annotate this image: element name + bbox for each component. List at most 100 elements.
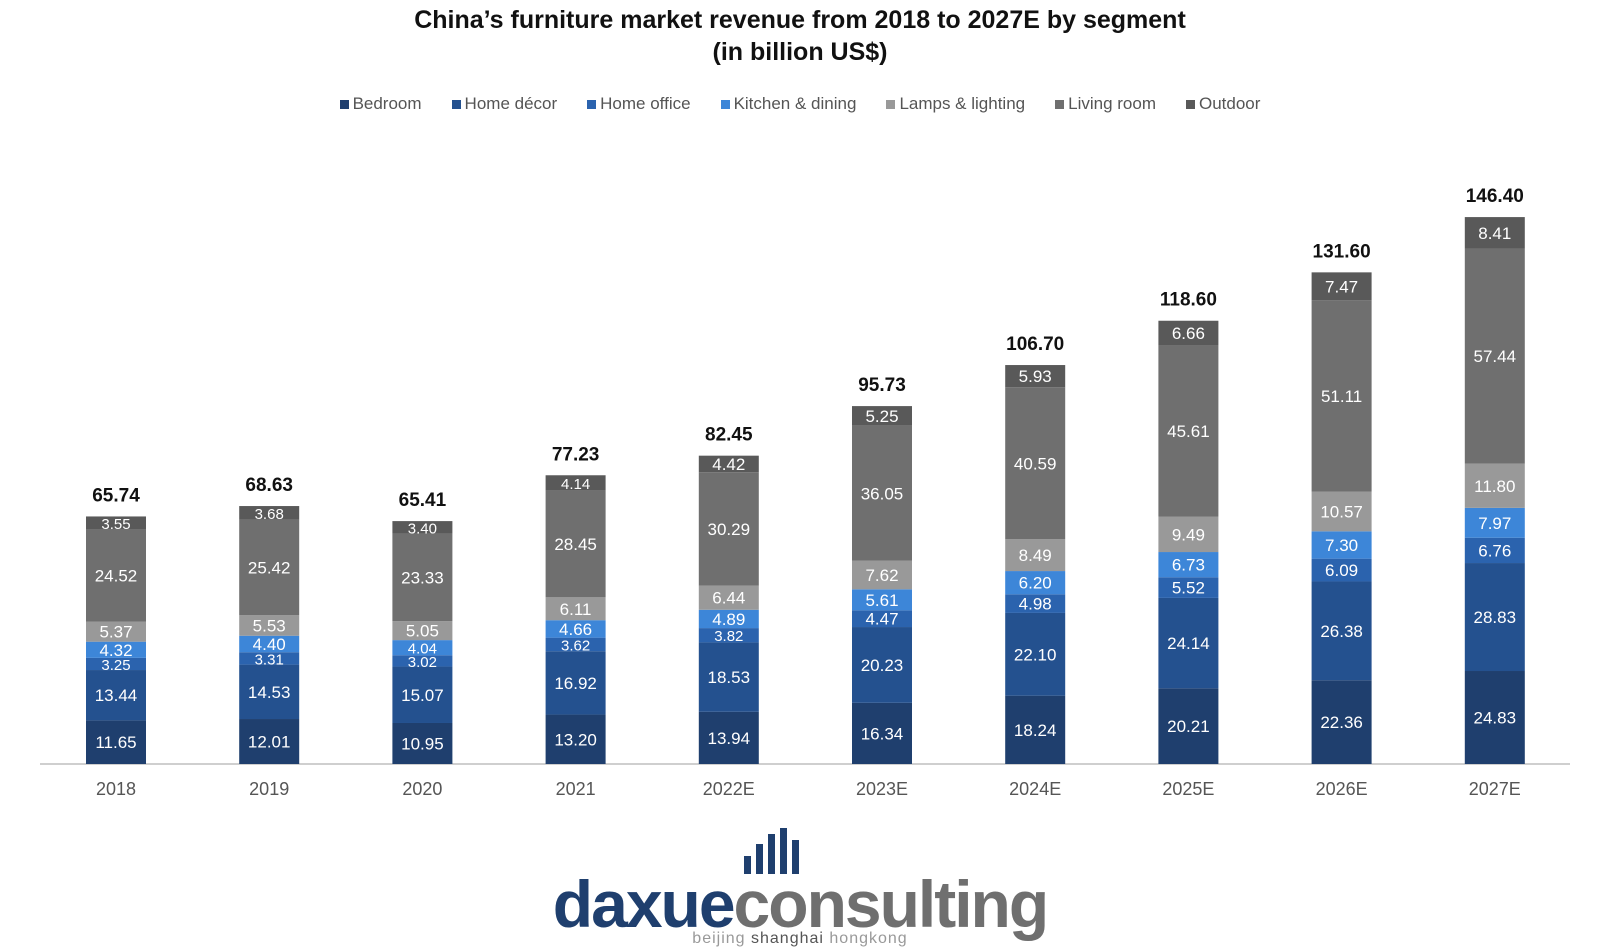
data-label: 13.94 (708, 729, 751, 748)
x-tick-label: 2020 (402, 779, 442, 799)
legend-item: Outdoor (1186, 94, 1260, 114)
data-label: 6.73 (1172, 556, 1205, 575)
legend-label: Bedroom (352, 94, 422, 113)
data-label: 6.09 (1325, 561, 1358, 580)
legend-label: Lamps & lighting (899, 94, 1026, 113)
bar-segment (1311, 558, 1372, 582)
bar-segment (852, 560, 912, 590)
daxue-consulting-logo: daxueconsulting beijing shanghai hongkon… (0, 828, 1600, 948)
bar-segment (1311, 581, 1372, 681)
data-label: 24.14 (1167, 634, 1210, 653)
bar-segment (1311, 272, 1372, 301)
bar-segment (86, 641, 146, 658)
bar-segment (392, 666, 453, 723)
logo-bars-icon (0, 828, 1600, 874)
bar-segment (1158, 552, 1219, 578)
x-tick-label: 2023E (856, 779, 908, 799)
bar-segment (1311, 531, 1372, 559)
data-label: 11.80 (1474, 477, 1515, 496)
data-label: 3.68 (255, 506, 284, 523)
total-label: 95.73 (858, 375, 906, 396)
legend-swatch (1186, 99, 1195, 109)
legend-label: Living room (1068, 94, 1156, 113)
bar-segment (239, 519, 300, 616)
bar-segment (1005, 387, 1066, 540)
bar-segment (1158, 345, 1219, 517)
data-label: 28.45 (554, 535, 597, 554)
legend-item: Lamps & lighting (886, 94, 1025, 114)
bar-segment (545, 637, 606, 652)
data-label: 22.10 (1014, 645, 1057, 664)
bar-segment (239, 635, 300, 653)
data-label: 22.36 (1320, 713, 1363, 732)
chart-title-line-1: China’s furniture market revenue from 20… (414, 6, 1186, 34)
bar-segment (698, 455, 759, 473)
bar-segment (86, 621, 146, 642)
data-label: 9.49 (1172, 525, 1205, 544)
legend-item: Home décor (451, 94, 557, 114)
data-label: 57.44 (1474, 347, 1517, 366)
data-label: 20.23 (861, 656, 904, 675)
data-label: 3.82 (714, 628, 743, 645)
bar-segment (852, 589, 912, 611)
legend-label: Home office (600, 94, 691, 113)
bar-segment (239, 615, 300, 636)
data-label: 6.44 (712, 589, 745, 608)
bar-segment (1464, 217, 1525, 249)
data-label: 16.34 (861, 724, 904, 743)
bar-segment (1005, 365, 1066, 388)
data-label: 24.52 (95, 567, 138, 586)
total-label: 146.40 (1466, 186, 1524, 207)
data-label: 7.97 (1478, 514, 1511, 533)
logo-tagline: beijing shanghai hongkong (692, 930, 908, 947)
data-label: 13.20 (554, 730, 597, 749)
bar-segment (852, 702, 912, 764)
data-label: 3.25 (101, 657, 130, 674)
legend-label: Outdoor (1199, 94, 1261, 113)
x-tick-label: 2019 (249, 779, 289, 799)
total-label: 65.41 (399, 490, 447, 511)
bar-segment (392, 640, 453, 656)
legend-item: Living room (1055, 94, 1156, 114)
data-label: 16.92 (554, 674, 597, 693)
data-label: 4.14 (561, 476, 590, 493)
data-label: 11.65 (95, 733, 136, 752)
data-label: 3.31 (255, 651, 284, 668)
legend-swatch (451, 99, 461, 109)
bar-segment (698, 642, 759, 712)
total-label: 106.70 (1006, 334, 1064, 355)
total-label: 77.23 (552, 444, 600, 465)
bar-segment (239, 506, 300, 520)
bar-segment (1158, 320, 1219, 346)
data-label: 5.37 (99, 623, 132, 642)
bar-segment (239, 664, 300, 720)
data-label: 28.83 (1474, 608, 1517, 627)
data-label: 7.47 (1325, 277, 1358, 296)
bar-segment (545, 620, 606, 638)
data-label: 4.32 (99, 641, 132, 660)
x-tick-label: 2026E (1316, 779, 1368, 799)
bar-segment (1005, 594, 1066, 613)
total-label: 65.74 (92, 485, 140, 506)
bar-segment (545, 597, 606, 621)
total-label: 118.60 (1160, 290, 1217, 311)
bar-segment (239, 719, 300, 764)
bar-segment (1311, 300, 1372, 492)
bar-segment (239, 652, 300, 665)
data-label: 15.07 (401, 686, 444, 705)
bar-segment (698, 585, 759, 610)
legend-swatch (587, 99, 597, 109)
bar-segment (86, 657, 146, 671)
bar-segment (1464, 507, 1525, 538)
data-label: 36.05 (861, 484, 904, 503)
bar-segment (1005, 695, 1066, 764)
chart-legend: Bedroom Home décor Home office Kitchen & di… (0, 94, 1600, 114)
data-label: 8.41 (1478, 224, 1511, 243)
bar-segment (1158, 577, 1219, 598)
bar-segment (852, 627, 912, 703)
total-label: 131.60 (1313, 241, 1371, 262)
bar-segment (852, 406, 912, 426)
bar-segment (1311, 491, 1372, 532)
bar-segment (1464, 463, 1525, 508)
data-label: 4.04 (408, 641, 437, 658)
